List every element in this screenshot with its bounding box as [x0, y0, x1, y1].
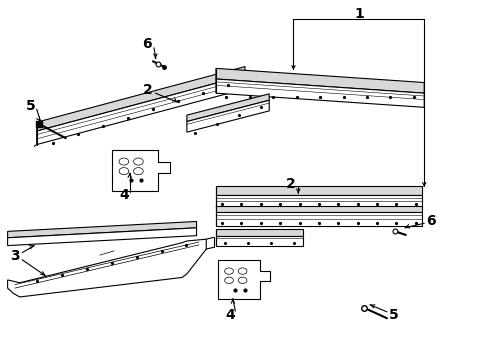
Text: 4: 4 [225, 309, 235, 323]
Polygon shape [216, 195, 422, 208]
Polygon shape [8, 239, 206, 297]
Polygon shape [216, 229, 303, 236]
Polygon shape [37, 67, 245, 131]
Polygon shape [216, 206, 422, 212]
Text: 5: 5 [25, 99, 35, 113]
Text: 2: 2 [286, 176, 296, 190]
Polygon shape [219, 260, 270, 299]
Text: 3: 3 [10, 249, 20, 263]
Polygon shape [216, 68, 424, 93]
Polygon shape [216, 186, 422, 195]
Text: 1: 1 [354, 8, 364, 22]
Text: 5: 5 [390, 308, 399, 322]
Polygon shape [216, 236, 303, 246]
Text: 2: 2 [143, 83, 153, 97]
Polygon shape [187, 94, 269, 122]
Text: 4: 4 [119, 188, 129, 202]
Text: 6: 6 [426, 214, 435, 228]
Text: 6: 6 [142, 37, 151, 51]
Polygon shape [187, 100, 269, 132]
Polygon shape [112, 150, 170, 191]
Polygon shape [37, 76, 245, 145]
Polygon shape [8, 221, 196, 238]
Polygon shape [8, 228, 196, 246]
Polygon shape [216, 79, 424, 107]
Polygon shape [216, 212, 422, 226]
